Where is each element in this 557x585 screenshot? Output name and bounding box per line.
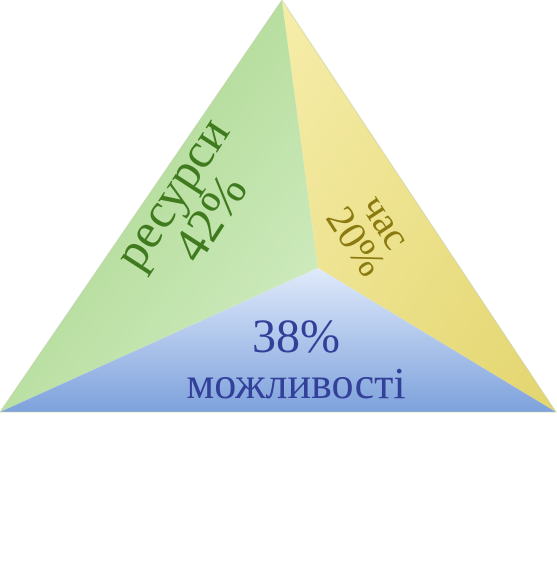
segment-opportunities-percent: 38%: [252, 310, 340, 363]
pyramid-edges: [0, 0, 557, 413]
segment-resources-face: [0, 0, 318, 412]
segment-opportunities-face: [0, 268, 556, 412]
segment-opportunities-label: можливості: [186, 359, 405, 408]
